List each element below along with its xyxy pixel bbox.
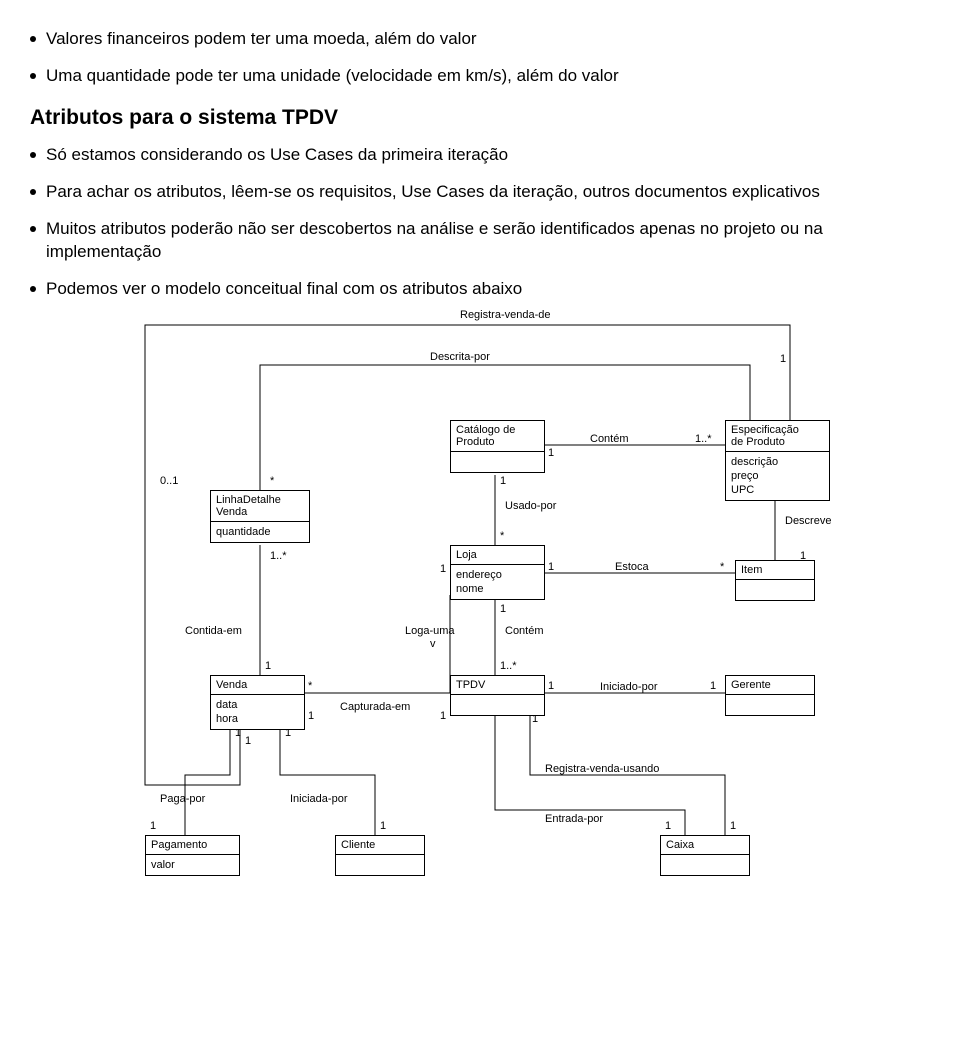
mult-label: 1 — [440, 563, 446, 575]
class-attrs: valor — [146, 855, 239, 875]
bullet-dot-icon — [30, 152, 36, 158]
mult-label: * — [270, 475, 274, 487]
bullet-dot-icon — [30, 189, 36, 195]
class-name: Catálogo deProduto — [451, 421, 544, 452]
assoc-label: Registra-venda-usando — [545, 763, 659, 775]
class-name: Gerente — [726, 676, 814, 695]
class-tpdv: TPDV — [450, 675, 545, 716]
mult-label: 1 — [548, 680, 554, 692]
class-name: TPDV — [451, 676, 544, 695]
class-name: Especificaçãode Produto — [726, 421, 829, 452]
mult-label: * — [500, 530, 504, 542]
class-attrs — [661, 855, 749, 875]
mult-label: 1 — [548, 561, 554, 573]
bullet-text: Para achar os atributos, lêem-se os requ… — [46, 181, 820, 204]
mult-label: 1..* — [270, 550, 287, 562]
mult-label: * — [720, 561, 724, 573]
class-attrs — [336, 855, 424, 875]
class-name: Cliente — [336, 836, 424, 855]
assoc-label: Capturada-em — [340, 701, 410, 713]
class-item: Item — [735, 560, 815, 601]
mult-label: 1 — [710, 680, 716, 692]
class-name: Pagamento — [146, 836, 239, 855]
bullet-item: Uma quantidade pode ter uma unidade (vel… — [30, 65, 930, 88]
mult-label: 1 — [380, 820, 386, 832]
mult-label: 1 — [245, 735, 251, 747]
mult-label: 0..1 — [160, 475, 178, 487]
class-loja: Loja endereçonome — [450, 545, 545, 601]
assoc-label: Contém — [590, 433, 629, 445]
section-title: Atributos para o sistema TPDV — [30, 106, 930, 130]
class-attrs — [726, 695, 814, 715]
mult-label: 1 — [665, 820, 671, 832]
class-attrs: quantidade — [211, 522, 309, 542]
bullet-text: Podemos ver o modelo conceitual final co… — [46, 278, 522, 301]
bullet-item: Muitos atributos poderão não ser descobe… — [30, 218, 930, 264]
assoc-label: Descrita-por — [430, 351, 490, 363]
class-attrs: datahora — [211, 695, 304, 730]
assoc-label: Iniciada-por — [290, 793, 347, 805]
bullet-item: Podemos ver o modelo conceitual final co… — [30, 278, 930, 301]
mult-label: 1 — [308, 710, 314, 722]
assoc-label: Usado-por — [505, 500, 556, 512]
mult-label: 1 — [150, 820, 156, 832]
bullet-dot-icon — [30, 73, 36, 79]
class-name: Item — [736, 561, 814, 580]
assoc-label: Paga-por — [160, 793, 205, 805]
bullet-item: Para achar os atributos, lêem-se os requ… — [30, 181, 930, 204]
class-caixa: Caixa — [660, 835, 750, 876]
class-catalogo: Catálogo deProduto — [450, 420, 545, 473]
class-name: Caixa — [661, 836, 749, 855]
class-name: Loja — [451, 546, 544, 565]
assoc-label: Descreve — [785, 515, 831, 527]
class-name: Venda — [211, 676, 304, 695]
assoc-label: Contida-em — [185, 625, 242, 637]
mult-label: 1 — [440, 710, 446, 722]
bullet-item: Só estamos considerando os Use Cases da … — [30, 144, 930, 167]
mult-label: 1 — [265, 660, 271, 672]
mult-label: 1 — [548, 447, 554, 459]
bullet-text: Valores financeiros podem ter uma moeda,… — [46, 28, 477, 51]
bullet-dot-icon — [30, 226, 36, 232]
assoc-label: Entrada-por — [545, 813, 603, 825]
diagram-connectors — [130, 315, 910, 915]
mult-label: 1..* — [695, 433, 712, 445]
bullet-item: Valores financeiros podem ter uma moeda,… — [30, 28, 930, 51]
bullet-text: Uma quantidade pode ter uma unidade (vel… — [46, 65, 619, 88]
assoc-label: Contém — [505, 625, 544, 637]
class-name: LinhaDetalheVenda — [211, 491, 309, 522]
class-pagamento: Pagamento valor — [145, 835, 240, 876]
assoc-label: Loga-uma — [405, 625, 455, 637]
bullet-text: Só estamos considerando os Use Cases da … — [46, 144, 508, 167]
bullet-dot-icon — [30, 286, 36, 292]
assoc-label: Registra-venda-de — [460, 309, 551, 321]
class-attrs — [736, 580, 814, 600]
assoc-label: Iniciado-por — [600, 681, 657, 693]
class-linhadetalhe: LinhaDetalheVenda quantidade — [210, 490, 310, 543]
class-cliente: Cliente — [335, 835, 425, 876]
class-attrs — [451, 695, 544, 715]
mult-label: 1 — [500, 603, 506, 615]
mult-label: 1 — [730, 820, 736, 832]
class-especificacao: Especificaçãode Produto descriçãopreçoUP… — [725, 420, 830, 502]
class-attrs: endereçonome — [451, 565, 544, 600]
assoc-label: Estoca — [615, 561, 649, 573]
bullet-dot-icon — [30, 36, 36, 42]
uml-diagram: Registra-venda-de Descrita-por Contém Us… — [130, 315, 910, 915]
class-gerente: Gerente — [725, 675, 815, 716]
class-attrs: descriçãopreçoUPC — [726, 452, 829, 501]
mult-label: * — [308, 680, 312, 692]
class-attrs — [451, 452, 544, 472]
mult-label: 1 — [500, 475, 506, 487]
mult-label: 1 — [780, 353, 786, 365]
class-venda: Venda datahora — [210, 675, 305, 731]
mult-label: 1..* — [500, 660, 517, 672]
bullet-text: Muitos atributos poderão não ser descobe… — [46, 218, 930, 264]
